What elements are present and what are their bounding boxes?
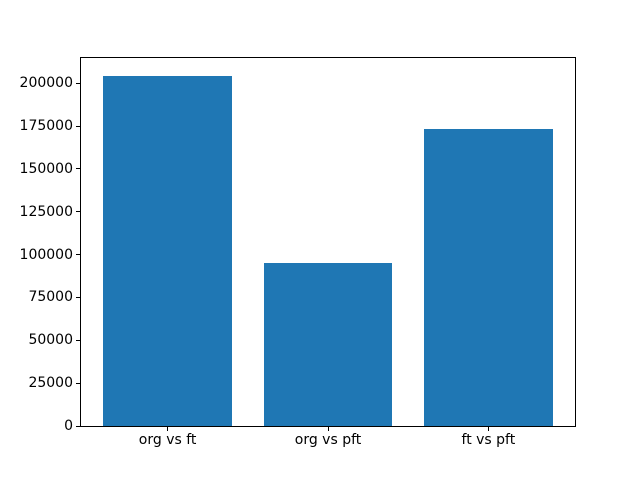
y-tick-label: 50000	[28, 332, 73, 349]
bar-org-vs-ft	[103, 75, 232, 426]
bar-ft-vs-pft	[424, 129, 553, 426]
y-tick-label: 175000	[19, 118, 73, 135]
bar-org-vs-pft	[263, 263, 393, 426]
y-tick-mark	[76, 296, 80, 298]
x-tick-label-org-vs-pft: org vs pft	[294, 432, 362, 448]
y-tick-label: 25000	[28, 375, 73, 392]
y-tick-label: 150000	[19, 160, 73, 177]
y-tick-mark	[76, 425, 80, 427]
y-tick-label: 0	[64, 418, 73, 434]
y-tick-mark	[76, 254, 80, 256]
y-tick-mark	[76, 82, 80, 84]
y-tick-mark	[76, 339, 80, 341]
y-tick-mark	[76, 211, 80, 213]
y-tick-label: 200000	[19, 75, 73, 92]
plot-area	[80, 57, 576, 427]
y-tick-mark	[76, 168, 80, 170]
y-tick-label: 125000	[19, 203, 73, 220]
x-tick-label-ft-vs-pft: ft vs pft	[461, 432, 516, 448]
y-tick-label: 75000	[28, 289, 73, 306]
x-tick-mark	[487, 427, 489, 431]
x-tick-mark	[327, 427, 329, 431]
y-tick-label: 100000	[19, 246, 73, 263]
x-tick-mark	[167, 427, 169, 431]
y-tick-mark	[76, 382, 80, 384]
x-tick-label-org-vs-ft: org vs ft	[138, 432, 197, 448]
y-tick-mark	[76, 125, 80, 127]
